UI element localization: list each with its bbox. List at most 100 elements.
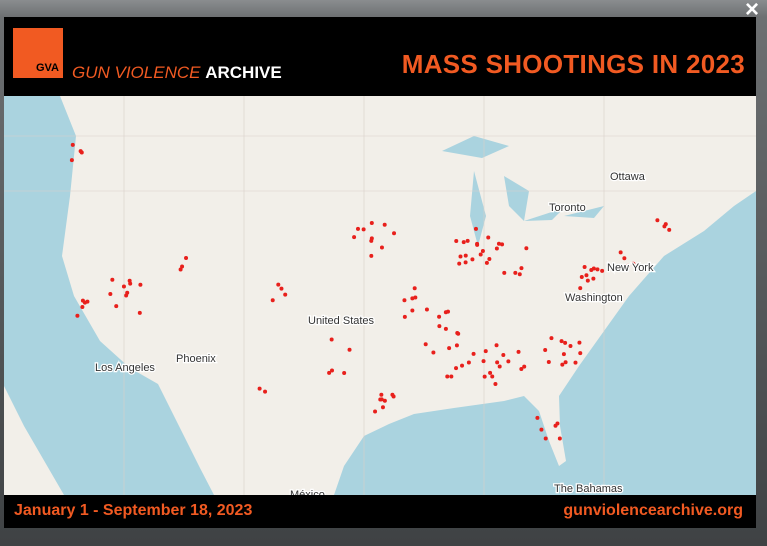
incident-dot	[522, 364, 527, 369]
incident-dot	[557, 436, 562, 441]
incident-dot	[382, 222, 387, 227]
incident-dot	[437, 324, 442, 329]
logo: GVA	[13, 28, 63, 78]
incident-dot	[622, 256, 627, 261]
website: gunviolencearchive.org	[563, 502, 743, 519]
incident-dot	[352, 235, 357, 240]
incident-dot	[494, 343, 499, 348]
incident-dot	[524, 246, 529, 251]
incident-dot	[600, 268, 605, 273]
incident-dot	[443, 326, 448, 331]
incident-dot	[138, 282, 143, 287]
title: MASS SHOOTINGS IN 2023	[401, 49, 745, 79]
incident-dot	[502, 270, 507, 275]
incident-dot	[329, 368, 334, 373]
incident-dot	[410, 308, 415, 313]
incident-dot	[466, 360, 471, 365]
incident-dot	[506, 359, 511, 364]
incident-dot	[465, 238, 470, 243]
map-label: Washington	[565, 292, 623, 304]
incident-dot	[355, 226, 360, 231]
incident-dot	[454, 366, 459, 371]
incident-dot	[561, 352, 566, 357]
incident-dot	[379, 392, 384, 397]
incident-dot	[490, 374, 495, 379]
incident-dot	[424, 307, 429, 312]
map-label: Toronto	[549, 202, 586, 214]
incident-dot	[80, 305, 85, 310]
incident-dot	[483, 349, 488, 354]
incident-dot	[446, 309, 451, 314]
incident-dot	[568, 343, 573, 348]
incident-dot	[402, 298, 407, 303]
incident-dot	[494, 246, 499, 251]
incident-dot	[513, 270, 518, 275]
incident-dot	[543, 436, 548, 441]
map: Ottawa Toronto New York Washington Unite…	[4, 96, 756, 495]
incident-dot	[563, 360, 568, 365]
incident-dot	[379, 245, 384, 250]
map-label: United States	[308, 315, 375, 327]
incident-dot	[69, 158, 74, 163]
map-label: Los Angeles	[95, 362, 155, 374]
incident-dot	[180, 264, 185, 269]
logo-badge: GVA	[35, 62, 59, 74]
incident-dot	[114, 304, 119, 309]
incident-dot	[373, 409, 378, 414]
map-label: Phoenix	[176, 353, 216, 365]
incident-dot	[473, 226, 478, 231]
incident-dot	[121, 284, 126, 289]
incident-dot	[577, 340, 582, 345]
incident-dot	[263, 389, 268, 394]
incident-dot	[257, 386, 262, 391]
incident-dot	[591, 276, 596, 281]
incident-dot	[184, 256, 189, 261]
incident-dot	[460, 363, 465, 368]
incident-dot	[585, 278, 590, 283]
incident-dot	[458, 254, 463, 259]
incident-dot	[501, 353, 506, 358]
incident-dot	[413, 295, 418, 300]
incident-dot	[496, 241, 501, 246]
incident-dot	[475, 242, 480, 247]
incident-dot	[390, 392, 395, 397]
incident-dot	[559, 339, 564, 344]
incident-dot	[546, 359, 551, 364]
incident-dot	[595, 267, 600, 272]
incident-dot	[327, 370, 332, 375]
incident-dot	[449, 374, 454, 379]
incident-dot	[380, 405, 385, 410]
incident-dot	[70, 142, 75, 147]
incident-dot	[663, 222, 668, 227]
incident-dot	[563, 340, 568, 345]
incident-dot	[369, 236, 374, 241]
incident-dot	[618, 266, 623, 271]
incident-dot	[589, 268, 594, 273]
incident-dot	[519, 367, 524, 372]
incident-dot	[378, 397, 383, 402]
incident-dot	[178, 267, 183, 272]
incident-dot	[361, 227, 366, 232]
incident-dot	[655, 218, 660, 223]
incident-dot	[382, 398, 387, 403]
incident-dot	[329, 337, 334, 342]
incident-dot	[454, 343, 459, 348]
incident-dot	[623, 267, 628, 272]
incident-dot	[279, 286, 284, 291]
incident-dot	[82, 300, 87, 305]
incident-dot	[480, 249, 485, 254]
incident-dot	[573, 360, 578, 365]
incident-dot	[110, 277, 115, 282]
incident-dot	[488, 370, 493, 375]
incident-dot	[454, 238, 459, 243]
incident-dot	[412, 286, 417, 291]
incident-dot	[535, 415, 540, 420]
incident-dot	[461, 240, 466, 245]
incident-dot	[128, 281, 133, 286]
incident-dot	[423, 342, 428, 347]
map-label: México	[290, 489, 325, 495]
incident-dot	[482, 374, 487, 379]
incident-dot	[437, 314, 442, 319]
incident-dot	[478, 252, 483, 257]
land	[60, 96, 756, 495]
